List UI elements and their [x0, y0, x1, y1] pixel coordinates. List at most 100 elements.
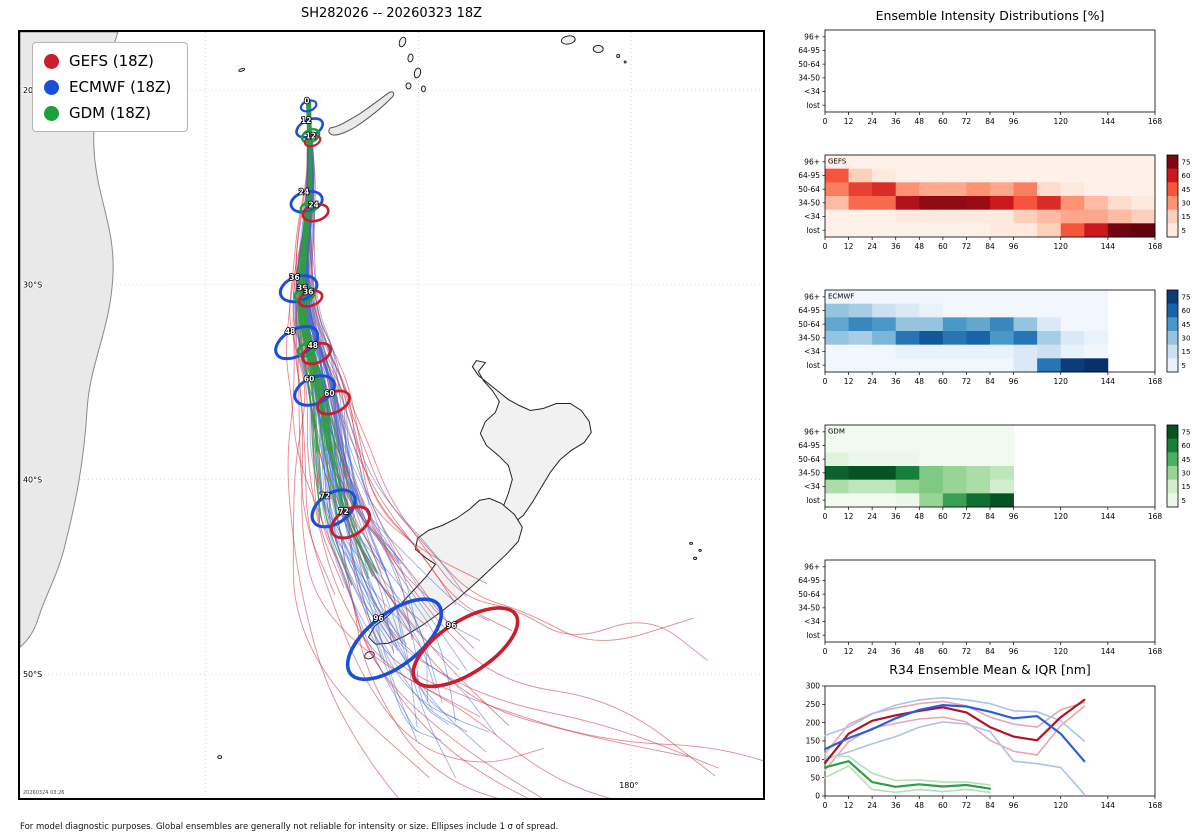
- heatmap-cell: [848, 209, 873, 224]
- heatmap-cell: [895, 425, 920, 440]
- nz-north-island: [471, 360, 592, 523]
- small-island: [560, 35, 576, 45]
- y-tick-label: lost: [806, 361, 820, 370]
- heatmap-cell: [966, 155, 991, 170]
- heatmap-cell: [942, 425, 967, 440]
- heatmap-cell: [848, 155, 873, 170]
- heatmap-cell: [1037, 182, 1062, 197]
- heatmap-cell: [966, 303, 991, 318]
- x-tick-label: 84: [985, 801, 995, 810]
- heatmap-cell: [895, 358, 920, 373]
- x-tick-label: 84: [985, 117, 995, 126]
- heatmap-cell: [942, 196, 967, 211]
- gefs-marker-icon: [44, 53, 59, 69]
- y-tick-label: <34: [804, 347, 820, 356]
- spread-ellipse: [301, 341, 333, 366]
- heatmap-cell: [966, 182, 991, 197]
- colorbar-tick-label: 45: [1182, 456, 1191, 464]
- heatmap-cell: [848, 493, 873, 508]
- x-tick-label: 96: [1009, 377, 1019, 386]
- colorbar-tick-label: 30: [1182, 334, 1191, 342]
- colorbar-frame: [1166, 289, 1179, 373]
- heatmap-cell: [1060, 344, 1085, 359]
- ensemble-track: [300, 103, 428, 627]
- colorbar-segment: [1167, 493, 1178, 508]
- y-tick-label: 64-95: [798, 576, 820, 585]
- x-tick-label: 0: [823, 512, 828, 521]
- x-tick-label: 96: [1009, 242, 1019, 251]
- heatmap-cell: [942, 290, 967, 305]
- heatmap-cell: [825, 155, 849, 170]
- ellipse-hour-label: 96: [373, 614, 383, 623]
- heatmap-cell: [1013, 303, 1038, 318]
- heatmap-cell: [1060, 168, 1085, 183]
- colorbar-tick-label: 45: [1182, 321, 1191, 329]
- heatmap-cell: [1037, 196, 1062, 211]
- heatmap-cell: [1131, 155, 1156, 170]
- heatmap-cell: [990, 425, 1014, 440]
- heatmap-cell: [872, 182, 897, 197]
- y-tick-label: 300: [806, 682, 821, 691]
- heatmap-cell: [872, 493, 897, 508]
- x-tick-label: 144: [1101, 242, 1116, 251]
- panel-model-label: ECMWF: [828, 293, 854, 301]
- heatmap-cell: [1084, 290, 1109, 305]
- heatmap-cell: [825, 209, 849, 224]
- heatmap-cell: [1037, 317, 1062, 332]
- small-island: [398, 36, 407, 48]
- heatmap-cell: [966, 331, 991, 346]
- heatmap-cell: [942, 358, 967, 373]
- heatmap-cell: [990, 331, 1014, 346]
- heatmap-cell: [1131, 196, 1156, 211]
- heatmap-cell: [1013, 182, 1038, 197]
- y-tick-label: <34: [804, 87, 820, 96]
- heatmap-cell: [895, 493, 920, 508]
- colorbar-tick-label: 60: [1182, 172, 1191, 180]
- ensemble-track: [289, 103, 430, 779]
- x-tick-label: 168: [1148, 512, 1163, 521]
- heatmap-cell: [895, 290, 920, 305]
- heatmap-cell: [942, 331, 967, 346]
- heatmap-cell: [825, 303, 849, 318]
- heatmap-cell: [919, 331, 944, 346]
- x-tick-label: 84: [985, 242, 995, 251]
- r34-series-gdm-iqr-upper: [824, 755, 991, 786]
- r34-series-ecmwf-iqr-lower: [824, 721, 1086, 795]
- spread-ellipse: [297, 289, 324, 308]
- colorbar-segment: [1167, 223, 1178, 238]
- y-tick-label: 34-50: [798, 603, 820, 612]
- heatmap-cell: [966, 425, 991, 440]
- heatmap-cell: [942, 155, 967, 170]
- y-tick-label: lost: [806, 101, 820, 110]
- ellipse-hour-label: 12: [301, 116, 311, 125]
- heatmap-cell: [1037, 344, 1062, 359]
- heatmap-cell: [1037, 168, 1062, 183]
- heatmap-cell: [1013, 331, 1038, 346]
- ellipse-hour-label: 72: [320, 492, 330, 501]
- heatmap-cell: [825, 493, 849, 508]
- heatmap-cell: [1060, 182, 1085, 197]
- colorbar-tick-label: 75: [1182, 293, 1191, 301]
- heatmap-cell: [825, 196, 849, 211]
- legend-item-gdm: GDM (18Z): [44, 104, 171, 122]
- legend-label-gefs: GEFS (18Z): [69, 52, 154, 70]
- x-tick-label: 36: [891, 117, 901, 126]
- x-tick-label: 12: [844, 512, 854, 521]
- ellipse-hour-label: 48: [308, 341, 318, 350]
- small-island: [689, 541, 694, 545]
- track-map-panel: 012122424363636484860607272969620°S30°S4…: [18, 30, 765, 800]
- heatmap-cell: [1060, 155, 1085, 170]
- colorbar-segment: [1167, 317, 1178, 332]
- x-tick-label: 24: [867, 117, 877, 126]
- heatmap-cell: [825, 290, 849, 305]
- x-tick-label: 144: [1101, 512, 1116, 521]
- y-tick-label: 50-64: [798, 455, 820, 464]
- small-island: [616, 54, 621, 58]
- ellipse-hour-label: 72: [338, 507, 348, 516]
- heatmap-cell: [966, 196, 991, 211]
- x-tick-label: 72: [962, 801, 972, 810]
- x-tick-label: 48: [915, 377, 925, 386]
- colorbar-segment: [1167, 155, 1178, 169]
- heatmap-cell: [1013, 223, 1038, 238]
- colorbar-segment: [1167, 358, 1178, 373]
